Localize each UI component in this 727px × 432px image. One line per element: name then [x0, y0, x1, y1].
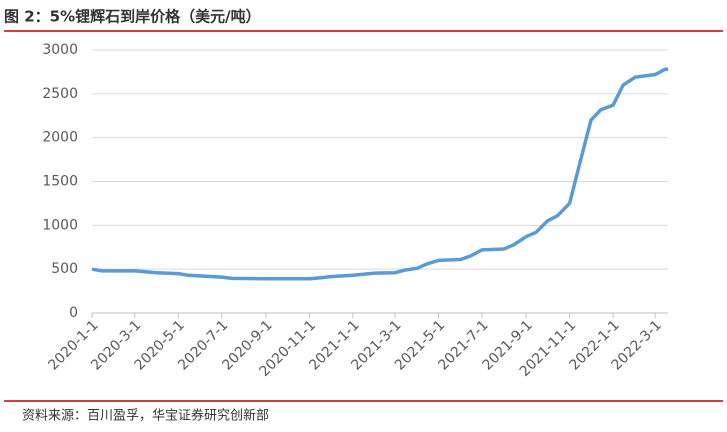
y-tick-label: 2500: [42, 86, 78, 102]
chart-title: 图 2：5%锂辉石到岸价格（美元/吨）: [4, 8, 261, 26]
y-tick-label: 1000: [42, 217, 78, 233]
y-tick-label: 1500: [42, 174, 78, 190]
y-tick-label: 2000: [42, 130, 78, 146]
y-tick-label: 0: [69, 305, 78, 321]
data-line: [91, 67, 668, 281]
source-note: 资料来源：百川盈孚，华宝证券研究创新部: [22, 408, 269, 424]
y-tick-label: 500: [51, 261, 78, 277]
y-tick-label: 3000: [42, 42, 78, 58]
